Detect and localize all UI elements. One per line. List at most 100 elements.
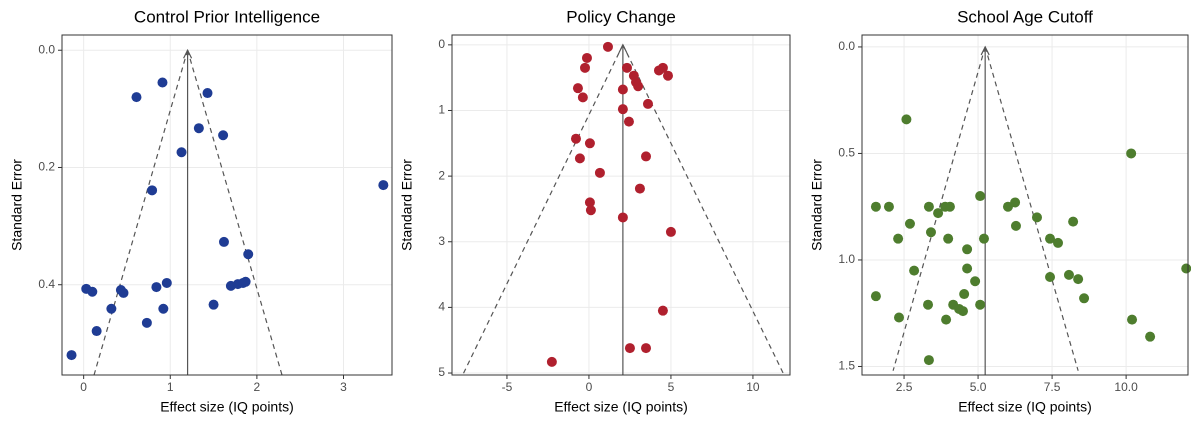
point	[641, 151, 652, 162]
point	[1010, 197, 1021, 208]
point	[1181, 263, 1191, 274]
point	[176, 147, 187, 158]
point	[1079, 293, 1090, 304]
point	[1127, 314, 1138, 325]
chart-title: Control Prior Intelligence	[134, 7, 320, 26]
point	[665, 226, 676, 237]
point	[975, 191, 986, 202]
point	[617, 84, 628, 95]
point	[641, 343, 652, 354]
panel-border	[61, 34, 393, 376]
x-tick-label: 3	[340, 380, 347, 394]
y-tick-label: 0.5	[838, 146, 855, 160]
point	[157, 77, 168, 88]
point	[923, 201, 934, 212]
reference-arrow	[618, 43, 628, 54]
point	[617, 104, 628, 115]
point	[91, 326, 102, 337]
point	[970, 276, 981, 287]
point	[106, 303, 117, 314]
y-tick-label: 0.4	[38, 277, 55, 291]
point	[572, 83, 583, 94]
point	[574, 153, 585, 164]
point	[883, 201, 894, 212]
point	[243, 249, 254, 260]
point	[378, 180, 389, 191]
x-tick-label: 5	[668, 380, 675, 394]
point	[546, 356, 557, 367]
x-tick-label: 10.0	[1114, 380, 1138, 394]
x-axis-title: Effect size (IQ points)	[958, 399, 1092, 415]
point	[1045, 233, 1056, 244]
point	[158, 303, 169, 314]
point	[602, 41, 613, 52]
x-axis-title: Effect size (IQ points)	[160, 399, 294, 415]
x-tick-label: 7.5	[1044, 380, 1061, 394]
point	[202, 88, 213, 99]
x-axis-title: Effect size (IQ points)	[554, 399, 688, 415]
panel-border	[861, 34, 1189, 376]
point	[208, 299, 219, 310]
point	[1126, 148, 1137, 159]
x-tick-label: 2	[254, 380, 261, 394]
point	[975, 299, 986, 310]
point	[1063, 269, 1074, 280]
point	[943, 233, 954, 244]
y-tick-label: 1	[438, 103, 445, 117]
funnel-line	[892, 46, 986, 371]
x-tick-label: 0	[80, 380, 87, 394]
point	[901, 114, 912, 125]
point	[925, 227, 936, 238]
point	[633, 81, 644, 92]
point	[147, 185, 158, 196]
x-tick-label: 5.0	[970, 380, 987, 394]
point	[642, 98, 653, 109]
point	[218, 130, 229, 141]
point	[909, 265, 920, 276]
x-tick-label: -5	[502, 380, 513, 394]
point	[118, 287, 129, 298]
point	[218, 236, 229, 247]
y-axis-title: Standard Error	[9, 159, 25, 251]
point	[66, 350, 77, 361]
point	[870, 291, 881, 302]
y-tick-label: 5	[438, 365, 445, 379]
point	[959, 289, 970, 300]
y-axis-title: Standard Error	[399, 159, 415, 251]
point	[240, 276, 251, 287]
point	[923, 355, 934, 366]
y-axis-title: Standard Error	[809, 159, 825, 251]
funnel-line	[187, 50, 283, 376]
x-tick-label: 10	[746, 380, 760, 394]
panel: Control Prior Intelligence Effect size (I…	[9, 7, 393, 415]
point	[584, 197, 595, 208]
point	[585, 205, 596, 216]
funnel-line	[93, 50, 189, 376]
point	[577, 92, 588, 103]
point	[923, 299, 934, 310]
point	[570, 133, 581, 144]
point	[962, 244, 973, 255]
panel: School Age Cutoff Effect size (IQ points)…	[809, 7, 1191, 415]
y-tick-label: 0.2	[38, 160, 55, 174]
y-tick-label: 1.5	[838, 359, 855, 373]
point	[657, 305, 668, 316]
point	[957, 306, 968, 317]
y-tick-label: 0.0	[38, 42, 55, 56]
point	[870, 201, 881, 212]
point	[1068, 216, 1079, 227]
point	[141, 317, 152, 328]
y-tick-label: 1.0	[838, 252, 855, 266]
point	[1073, 274, 1084, 285]
panel: Policy Change Effect size (IQ points) Stan…	[399, 7, 791, 415]
y-tick-label: 4	[438, 300, 445, 314]
x-tick-label: 1	[167, 380, 174, 394]
x-tick-label: 0	[586, 380, 593, 394]
point	[1045, 272, 1056, 283]
point	[941, 314, 952, 325]
y-tick-label: 0	[438, 37, 445, 51]
point	[621, 62, 632, 73]
funnel-line	[984, 46, 1079, 371]
point	[933, 208, 944, 219]
